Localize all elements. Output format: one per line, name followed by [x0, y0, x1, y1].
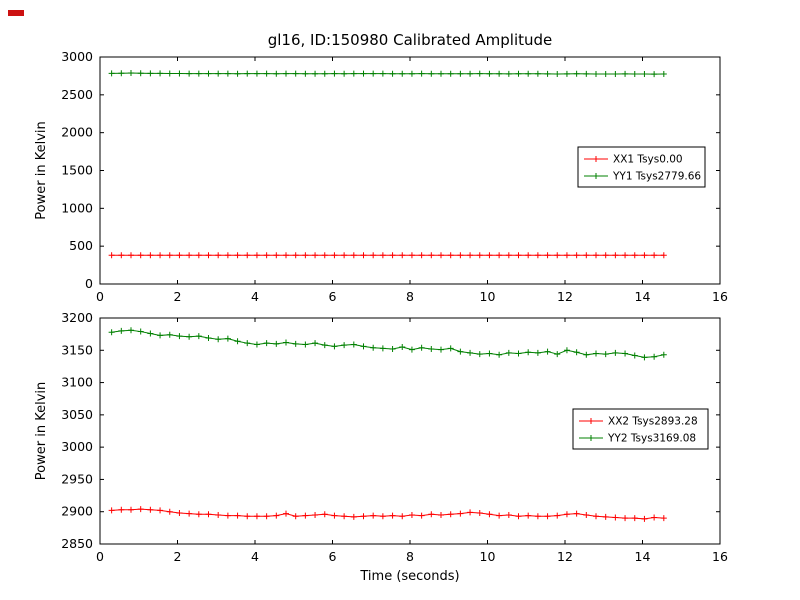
x-tick-label: 10	[480, 549, 496, 564]
y-tick-label: 3150	[61, 342, 93, 357]
legend-label: XX2 Tsys2893.28	[608, 416, 698, 428]
y-tick-label: 2850	[61, 536, 93, 551]
y-tick-label: 2500	[61, 87, 93, 102]
legend-box	[572, 408, 709, 450]
y-tick-label: 2900	[61, 504, 93, 519]
x-tick-label: 14	[635, 549, 651, 564]
legend-sample-marker	[593, 156, 599, 162]
y-tick-label: 3100	[61, 375, 93, 390]
y-tick-label: 2950	[61, 471, 93, 486]
legend-sample-marker	[593, 173, 599, 179]
y-tick-label: 0	[85, 276, 93, 291]
x-tick-label: 4	[251, 549, 259, 564]
series-line	[111, 329, 664, 358]
y-axis-label: Power in Kelvin	[34, 121, 49, 219]
subplot: 0 2 4 6 8 10 12 14 16 0 500 1000 1500 2000 2500 3000 gl1…	[34, 31, 728, 304]
chart-title: gl16, ID:150980 Calibrated Amplitude	[268, 31, 553, 49]
series-markers	[108, 252, 667, 259]
x-tick-label: 0	[96, 549, 104, 564]
y-tick-label: 1000	[61, 200, 93, 215]
x-tick-label: 10	[480, 289, 496, 304]
x-tick-label: 12	[557, 289, 573, 304]
x-tick-label: 2	[174, 549, 182, 564]
screenshot-artifact-mark	[8, 10, 24, 16]
x-tick-label: 12	[557, 549, 573, 564]
x-axis-label: Time (seconds)	[359, 569, 459, 584]
series-line	[111, 508, 664, 520]
x-tick-label: 14	[635, 289, 651, 304]
series-line	[111, 72, 664, 75]
x-tick-label: 0	[96, 289, 104, 304]
series-markers	[108, 327, 667, 361]
legend-sample-marker	[588, 418, 594, 424]
x-tick-label: 16	[712, 549, 728, 564]
y-tick-label: 3050	[61, 407, 93, 422]
legend-label: YY2 Tsys3169.08	[607, 433, 696, 445]
subplot: 0 2 4 6 8 10 12 14 16 2850 2900 2950 3000 3050 3100 315…	[34, 310, 728, 584]
y-tick-label: 3200	[61, 310, 93, 325]
x-tick-label: 2	[174, 289, 182, 304]
legend-label: XX1 Tsys0.00	[613, 154, 683, 166]
y-tick-label: 500	[69, 238, 93, 253]
x-tick-label: 8	[406, 289, 414, 304]
y-tick-label: 1500	[61, 163, 93, 178]
y-tick-label: 3000	[61, 439, 93, 454]
x-tick-label: 8	[406, 549, 414, 564]
x-tick-label: 6	[329, 549, 337, 564]
x-tick-label: 6	[329, 289, 337, 304]
x-tick-label: 16	[712, 289, 728, 304]
legend-label: YY1 Tsys2779.66	[612, 171, 701, 183]
y-tick-label: 2000	[61, 125, 93, 140]
legend-sample-marker	[588, 435, 594, 441]
x-tick-label: 4	[251, 289, 259, 304]
legend-box	[577, 146, 706, 188]
y-axis-label: Power in Kelvin	[34, 382, 49, 480]
y-tick-label: 3000	[61, 49, 93, 64]
series-markers	[108, 70, 667, 78]
series-markers	[108, 506, 667, 522]
